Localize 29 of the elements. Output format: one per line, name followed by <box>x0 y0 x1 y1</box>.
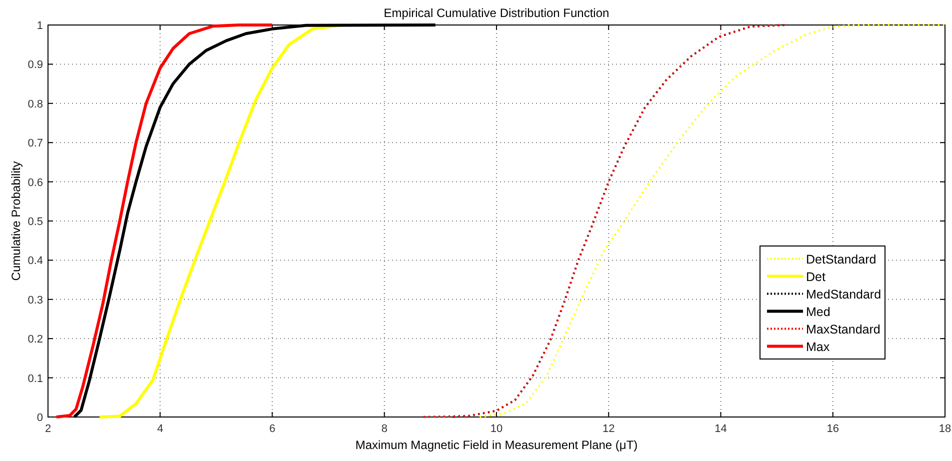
x-tick-label: 4 <box>157 423 164 435</box>
y-tick-label: 0.9 <box>28 59 43 72</box>
y-tick-label: 0.4 <box>28 255 43 268</box>
x-tick-label: 6 <box>269 423 276 435</box>
y-tick-label: 0.3 <box>28 294 43 306</box>
y-tick-label: 0.7 <box>28 138 43 150</box>
y-tick-label: 0 <box>36 412 43 424</box>
y-tick-label: 0.1 <box>28 372 43 385</box>
x-axis-title: Maximum Magnetic Field in Measurement Plane (μT) <box>355 438 638 452</box>
y-tick-label: 0.8 <box>28 98 43 110</box>
x-tick-label: 16 <box>826 423 839 435</box>
y-tick-label: 0.2 <box>28 334 43 346</box>
x-tick-label: 18 <box>938 423 952 435</box>
x-tick-label: 8 <box>381 423 388 435</box>
x-tick-label: 2 <box>44 423 52 435</box>
chart-title: Empirical Cumulative Distribution Function <box>384 6 610 20</box>
legend-label: Med <box>806 304 830 319</box>
x-tick-label: 12 <box>602 423 615 435</box>
y-tick-label: 0.6 <box>28 176 43 189</box>
legend-label: MaxStandard <box>806 322 880 336</box>
y-tick-label: 1 <box>36 20 43 32</box>
legend-label: DetStandard <box>806 252 876 266</box>
legend-label: Det <box>806 270 826 284</box>
x-tick-label: 10 <box>490 423 503 435</box>
legend-label: MedStandard <box>806 287 882 302</box>
y-tick-label: 0.5 <box>28 216 43 228</box>
y-axis-title: Cumulative Probability <box>9 161 23 281</box>
legend-label: Max <box>806 340 830 354</box>
x-tick-label: 14 <box>714 423 727 435</box>
